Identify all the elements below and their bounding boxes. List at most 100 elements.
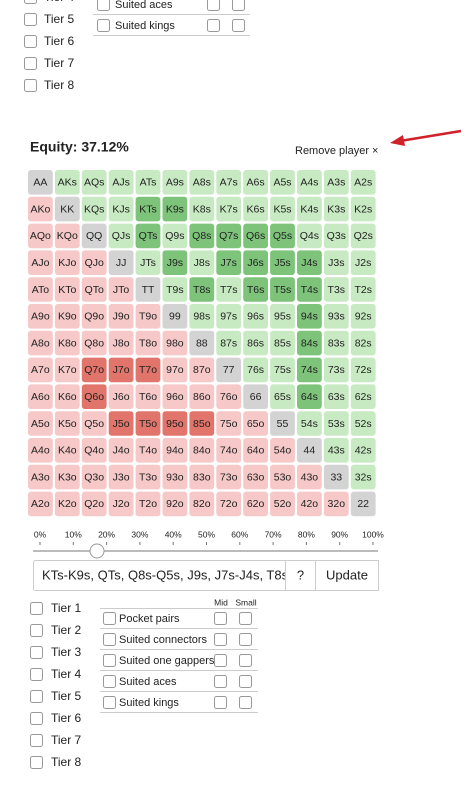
- hand-cell[interactable]: [216, 304, 242, 329]
- hand-cell[interactable]: [243, 304, 268, 329]
- hand-cell[interactable]: [108, 491, 134, 517]
- hand-cell[interactable]: [108, 411, 134, 436]
- hand-cell[interactable]: [135, 464, 161, 490]
- hand-cell[interactable]: [108, 250, 134, 275]
- hand-cell[interactable]: [216, 170, 242, 195]
- hand-cell[interactable]: [162, 223, 188, 249]
- hand-cell[interactable]: [323, 223, 349, 249]
- hand-cell[interactable]: [297, 277, 322, 302]
- small-checkbox[interactable]: [239, 654, 252, 667]
- hand-cell[interactable]: [189, 304, 215, 329]
- group-checkbox[interactable]: [97, 0, 110, 11]
- hand-cell[interactable]: [323, 277, 349, 302]
- hand-cell[interactable]: [270, 223, 295, 249]
- hand-cell[interactable]: [189, 277, 215, 302]
- hand-cell[interactable]: [81, 438, 107, 463]
- hand-cell[interactable]: [216, 223, 242, 249]
- hand-cell[interactable]: [270, 384, 295, 409]
- hand-cell[interactable]: [135, 250, 161, 275]
- tier-checkbox[interactable]: [30, 734, 43, 747]
- hand-cell[interactable]: [54, 304, 80, 329]
- hand-cell[interactable]: [28, 438, 53, 463]
- hand-cell[interactable]: [270, 196, 295, 222]
- mid-checkbox[interactable]: [214, 633, 227, 646]
- tier-checkbox[interactable]: [24, 79, 37, 92]
- hand-cell[interactable]: [350, 250, 376, 275]
- hand-cell[interactable]: [243, 196, 268, 222]
- hand-cell[interactable]: [323, 464, 349, 490]
- hand-cell[interactable]: [297, 438, 322, 463]
- hand-cell[interactable]: [81, 357, 107, 383]
- hand-cell[interactable]: [243, 250, 268, 275]
- hand-cell[interactable]: [243, 330, 268, 356]
- hand-cell[interactable]: [297, 304, 322, 329]
- hand-cell[interactable]: [162, 170, 188, 195]
- hand-cell[interactable]: [189, 196, 215, 222]
- hand-cell[interactable]: [189, 491, 215, 517]
- hand-cell[interactable]: [108, 438, 134, 463]
- hand-cell[interactable]: [28, 330, 53, 356]
- hand-cell[interactable]: [189, 357, 215, 383]
- hand-cell[interactable]: [54, 491, 80, 517]
- tier-checkbox[interactable]: [30, 668, 43, 681]
- hand-cell[interactable]: [162, 438, 188, 463]
- hand-cell[interactable]: [54, 170, 80, 195]
- hand-cell[interactable]: [216, 491, 242, 517]
- hand-cell[interactable]: [350, 330, 376, 356]
- hand-cell[interactable]: [216, 464, 242, 490]
- hand-cell[interactable]: [108, 384, 134, 409]
- hand-cell[interactable]: [297, 357, 322, 383]
- small-checkbox[interactable]: [232, 0, 245, 11]
- hand-cell[interactable]: [28, 464, 53, 490]
- hand-cell[interactable]: [28, 384, 53, 409]
- hand-cell[interactable]: [350, 464, 376, 490]
- hand-cell[interactable]: [323, 304, 349, 329]
- tier-checkbox[interactable]: [30, 624, 43, 637]
- hand-cell[interactable]: [270, 438, 295, 463]
- hand-cell[interactable]: [81, 196, 107, 222]
- hand-cell[interactable]: [270, 357, 295, 383]
- tier-checkbox[interactable]: [30, 646, 43, 659]
- hand-cell[interactable]: [162, 277, 188, 302]
- mid-checkbox[interactable]: [207, 19, 220, 32]
- hand-cell[interactable]: [216, 196, 242, 222]
- hand-cell[interactable]: [297, 330, 322, 356]
- hand-cell[interactable]: [81, 223, 107, 249]
- hand-cell[interactable]: [135, 357, 161, 383]
- hand-cell[interactable]: [189, 464, 215, 490]
- small-checkbox[interactable]: [239, 696, 252, 709]
- hand-cell[interactable]: [162, 411, 188, 436]
- hand-cell[interactable]: [54, 384, 80, 409]
- hand-cell[interactable]: [297, 384, 322, 409]
- mid-checkbox[interactable]: [214, 612, 227, 625]
- hand-cell[interactable]: [54, 250, 80, 275]
- hand-cell[interactable]: [135, 491, 161, 517]
- hand-cell[interactable]: [270, 330, 295, 356]
- hand-cell[interactable]: [350, 304, 376, 329]
- tier-checkbox[interactable]: [24, 57, 37, 70]
- group-checkbox[interactable]: [97, 19, 110, 32]
- mid-checkbox[interactable]: [214, 675, 227, 688]
- hand-cell[interactable]: [81, 304, 107, 329]
- hand-cell[interactable]: [54, 196, 80, 222]
- hand-cell[interactable]: [108, 277, 134, 302]
- hand-cell[interactable]: [216, 277, 242, 302]
- hand-cell[interactable]: [108, 170, 134, 195]
- hand-cell[interactable]: [350, 438, 376, 463]
- hand-cell[interactable]: [243, 223, 268, 249]
- hand-cell[interactable]: [243, 464, 268, 490]
- hand-cell[interactable]: [162, 196, 188, 222]
- hand-cell[interactable]: [350, 223, 376, 249]
- hand-cell[interactable]: [162, 330, 188, 356]
- hand-cell[interactable]: [135, 384, 161, 409]
- tier-checkbox[interactable]: [24, 0, 37, 4]
- hand-cell[interactable]: [54, 357, 80, 383]
- hand-cell[interactable]: [323, 491, 349, 517]
- hand-cell[interactable]: [189, 330, 215, 356]
- hand-cell[interactable]: [189, 384, 215, 409]
- hand-cell[interactable]: [54, 277, 80, 302]
- hand-cell[interactable]: [243, 491, 268, 517]
- hand-cell[interactable]: [28, 250, 53, 275]
- hand-cell[interactable]: [350, 357, 376, 383]
- hand-cell[interactable]: [189, 250, 215, 275]
